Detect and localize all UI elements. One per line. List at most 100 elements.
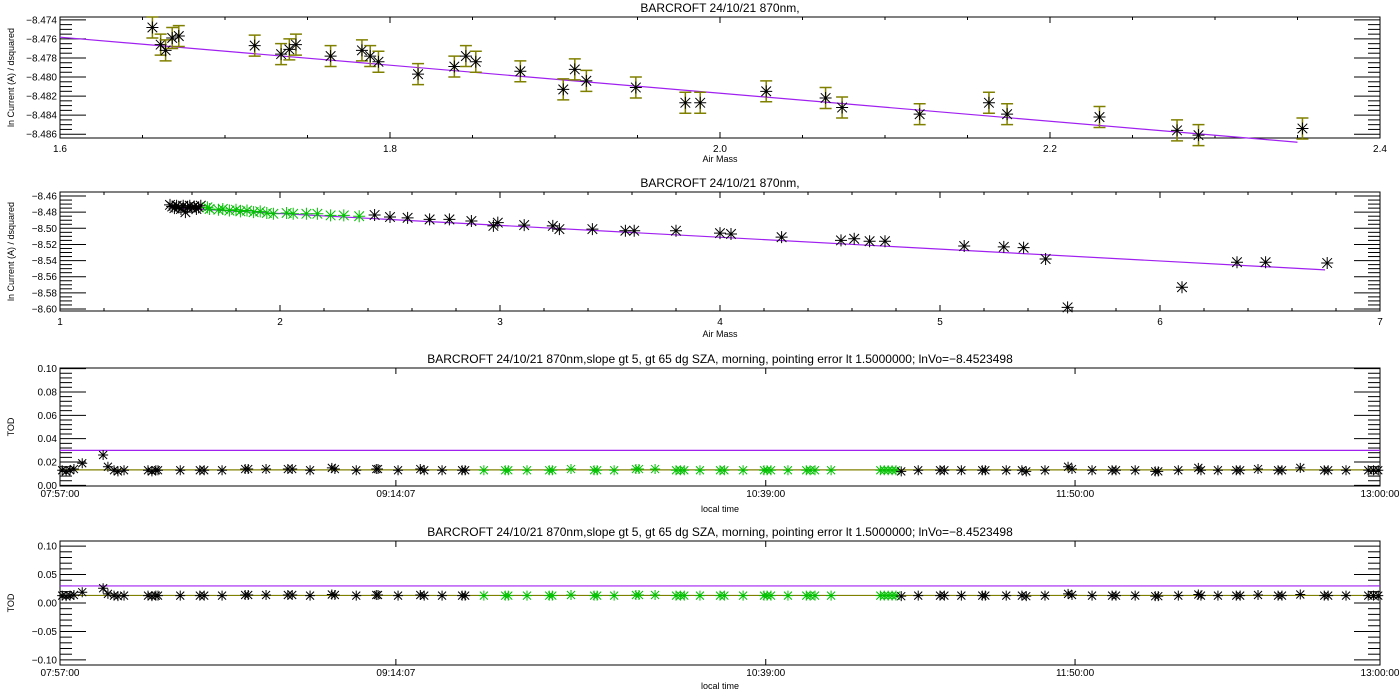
x-tick-label: 6 xyxy=(1157,317,1163,328)
data-point-marker xyxy=(419,465,430,476)
data-point-marker xyxy=(891,590,901,601)
chart-title: BARCROFT 24/10/21 870nm,slope gt 5, gt 6… xyxy=(427,352,1013,366)
data-point-marker xyxy=(896,591,907,602)
data-point-marker xyxy=(355,44,368,57)
data-point-marker xyxy=(146,591,157,602)
data-point-marker xyxy=(958,240,971,253)
data-point-marker xyxy=(1341,590,1352,601)
x-tick-label: 4 xyxy=(717,317,723,328)
data-point-marker xyxy=(267,207,280,220)
data-point-marker xyxy=(478,590,489,601)
x-tick-label: 7 xyxy=(1377,317,1383,328)
data-point-marker xyxy=(65,465,76,476)
data-point-marker xyxy=(1017,241,1030,254)
data-point-marker xyxy=(57,590,68,601)
plot-area xyxy=(164,198,1334,314)
data-point-marker xyxy=(177,199,190,212)
data-point-marker xyxy=(1295,462,1306,473)
data-point-marker xyxy=(619,224,632,237)
data-point-marker xyxy=(412,68,425,81)
chart-title: BARCROFT 24/10/21 870nm, xyxy=(640,176,799,190)
data-point-marker xyxy=(154,38,167,51)
data-point-marker xyxy=(254,205,267,218)
data-point-marker xyxy=(1021,591,1032,602)
y-tick-label: −8.474 xyxy=(26,15,57,26)
y-tick-label: 0.02 xyxy=(38,458,58,469)
data-point-marker xyxy=(809,590,820,601)
data-point-marker xyxy=(1171,124,1184,137)
data-point-marker xyxy=(719,590,730,601)
data-point-marker xyxy=(243,464,254,475)
data-point-marker xyxy=(102,461,113,472)
data-point-marker xyxy=(230,203,242,216)
data-point-marker xyxy=(212,203,225,216)
data-point-marker xyxy=(1063,588,1074,599)
data-point-marker xyxy=(159,44,172,57)
data-point-marker xyxy=(153,590,164,601)
data-point-marker xyxy=(175,202,187,215)
data-point-marker xyxy=(112,591,123,602)
data-point-marker xyxy=(760,85,773,98)
data-point-marker xyxy=(1193,589,1204,600)
data-point-marker xyxy=(166,31,179,44)
x-tick-label: 07:57:00 xyxy=(41,489,80,500)
data-point-marker xyxy=(280,206,293,219)
data-point-marker xyxy=(143,465,153,476)
data-point-marker xyxy=(782,590,793,601)
data-point-marker xyxy=(287,207,300,220)
data-point-marker xyxy=(982,96,995,109)
data-point-marker xyxy=(775,231,788,244)
data-point-marker xyxy=(592,465,603,476)
data-point-marker xyxy=(1321,256,1334,269)
data-point-marker xyxy=(913,465,924,476)
data-point-marker xyxy=(241,204,253,217)
data-point-marker xyxy=(628,224,641,237)
data-point-marker xyxy=(679,96,692,109)
chart-title: BARCROFT 24/10/21 870nm, xyxy=(640,1,799,15)
y-tick-label: 0.00 xyxy=(38,599,58,610)
panel-2: BARCROFT 24/10/21 870nm, Air Mass ln Curre… xyxy=(6,176,1383,339)
data-point-marker xyxy=(566,464,577,475)
data-point-marker xyxy=(275,48,288,61)
x-tick-label: 2 xyxy=(277,317,283,328)
data-point-marker xyxy=(478,465,489,476)
data-point-marker xyxy=(287,464,298,475)
data-point-marker xyxy=(351,590,362,601)
data-point-marker xyxy=(146,21,159,34)
data-point-marker xyxy=(487,219,500,232)
data-point-marker xyxy=(1153,466,1164,477)
data-point-marker xyxy=(194,199,207,212)
x-tick-label: 1.8 xyxy=(383,144,397,155)
data-point-marker xyxy=(670,224,682,237)
data-point-marker xyxy=(172,30,185,43)
data-point-marker xyxy=(939,465,950,476)
data-point-marker xyxy=(109,590,120,601)
data-point-marker xyxy=(1111,465,1121,476)
data-point-marker xyxy=(247,206,260,219)
y-axis-label: ln Current (A) / dsquared xyxy=(6,202,16,301)
data-point-marker xyxy=(1130,465,1141,476)
data-point-marker xyxy=(1373,590,1384,601)
data-point-marker xyxy=(353,210,366,223)
data-point-marker xyxy=(592,590,603,601)
data-point-marker xyxy=(913,108,926,121)
data-point-marker xyxy=(1341,465,1352,476)
data-point-marker xyxy=(448,60,461,73)
data-point-marker xyxy=(913,590,924,601)
data-point-marker xyxy=(694,96,707,109)
data-point-marker xyxy=(514,65,527,78)
data-point-marker xyxy=(1130,590,1141,601)
data-point-marker xyxy=(61,466,72,477)
data-point-marker xyxy=(891,465,901,476)
y-axis-label: TOD xyxy=(6,593,16,612)
plot-area xyxy=(57,449,1384,477)
data-point-marker xyxy=(1063,461,1074,472)
y-tick-label: −8.60 xyxy=(32,304,58,315)
x-axis-label: Air Mass xyxy=(702,154,738,164)
y-tick-label: −8.58 xyxy=(32,288,58,299)
data-point-marker xyxy=(503,590,514,601)
data-point-marker xyxy=(725,227,737,240)
data-point-marker xyxy=(1195,465,1206,476)
data-point-marker xyxy=(980,465,991,476)
data-point-marker xyxy=(305,465,316,476)
